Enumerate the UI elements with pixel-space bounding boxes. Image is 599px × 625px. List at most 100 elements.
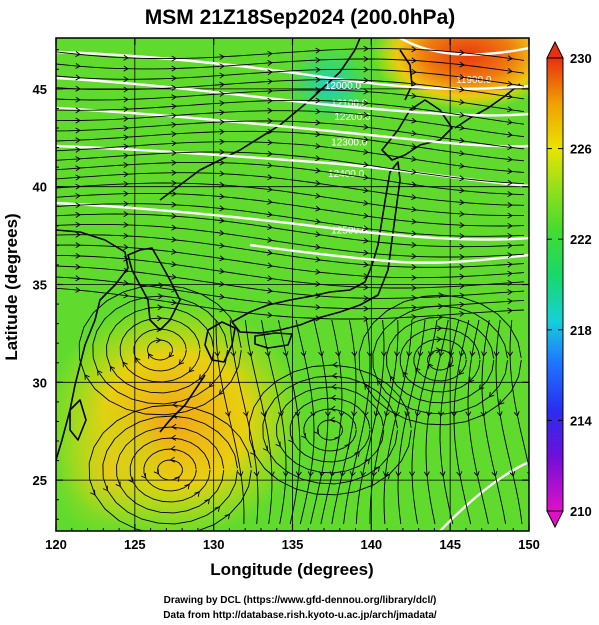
wind-streamline bbox=[56, 161, 525, 196]
wind-streamline-vortex bbox=[147, 339, 173, 361]
wind-arrow-head bbox=[267, 88, 273, 95]
nansei-islands bbox=[159, 374, 206, 433]
wind-arrow-head bbox=[363, 45, 369, 52]
wind-arrow-head bbox=[473, 471, 480, 477]
wind-arrow-head bbox=[363, 237, 369, 244]
wind-arrow-head bbox=[509, 471, 516, 477]
wind-arrow-head bbox=[171, 84, 177, 91]
wind-arrow-head bbox=[411, 284, 417, 291]
x-tick-label: 135 bbox=[282, 537, 304, 552]
wind-arrow-head bbox=[363, 295, 369, 302]
wind-arrow-head bbox=[330, 394, 337, 401]
wind-arrow-head bbox=[75, 211, 81, 218]
wind-streamline bbox=[369, 319, 399, 525]
wind-arrow-head bbox=[171, 273, 177, 280]
x-tick-label: 125 bbox=[124, 537, 146, 552]
wind-arrow-head bbox=[75, 275, 81, 282]
wind-arrow-head bbox=[363, 305, 369, 312]
wind-arrow-head bbox=[363, 261, 369, 268]
wind-streamline-vortex bbox=[88, 404, 252, 531]
wind-streamline bbox=[481, 319, 507, 525]
wind-arrow-head bbox=[313, 428, 319, 435]
wind-arrow-head bbox=[351, 411, 358, 417]
wind-arrow-head bbox=[315, 256, 321, 263]
wind-arrow-head bbox=[219, 159, 225, 166]
wind-arrow-head bbox=[363, 174, 369, 181]
wind-arrow-head bbox=[411, 304, 417, 311]
wind-arrow-head bbox=[417, 351, 424, 357]
wind-arrow-head bbox=[351, 351, 358, 357]
wind-arrow-head bbox=[411, 156, 417, 162]
wind-arrow-head bbox=[267, 249, 273, 256]
wind-arrow-head bbox=[123, 180, 129, 187]
sakhalin-coastline bbox=[399, 49, 413, 101]
wind-arrow-head bbox=[384, 411, 390, 417]
wind-arrow-head bbox=[315, 167, 321, 174]
wind-arrow-head bbox=[363, 212, 369, 219]
wind-arrow-head bbox=[411, 181, 417, 188]
wind-arrow-head bbox=[315, 87, 321, 93]
wind-streamline bbox=[310, 319, 329, 525]
colorbar-max-arrow bbox=[546, 40, 564, 59]
wind-arrow-head bbox=[219, 53, 225, 60]
wind-streamline-vortex bbox=[102, 415, 238, 525]
wind-streamline bbox=[229, 319, 259, 525]
wind-streamline-vortex bbox=[399, 327, 481, 393]
y-tick-label: 25 bbox=[33, 473, 47, 488]
wind-arrow-head bbox=[225, 411, 231, 417]
wind-arrow-head bbox=[480, 411, 487, 417]
wind-streamline-vortex bbox=[92, 295, 228, 405]
wind-streamline-vortex bbox=[289, 397, 371, 463]
wind-arrow-head bbox=[436, 336, 442, 343]
wind-streamline bbox=[56, 254, 525, 289]
wind-arrow-head bbox=[171, 112, 177, 119]
kuril-islands bbox=[454, 83, 521, 129]
wind-arrow-head bbox=[329, 416, 336, 423]
wind-arrow-head bbox=[123, 267, 129, 274]
wind-arrow-head bbox=[315, 143, 321, 149]
wind-arrow-head bbox=[315, 280, 321, 287]
wind-arrow-head bbox=[371, 471, 378, 477]
wind-arrow-head bbox=[102, 485, 109, 492]
wind-arrow-head bbox=[219, 72, 225, 79]
wind-arrow-head bbox=[267, 174, 273, 181]
wind-arrow-head bbox=[459, 263, 465, 270]
wind-arrow-head bbox=[354, 451, 360, 457]
wind-arrow-head bbox=[171, 299, 177, 306]
wind-arrow-head bbox=[155, 337, 162, 344]
colorbar-ticks: 210 214 218 222 226 230 bbox=[547, 51, 592, 519]
wind-arrow-head bbox=[219, 255, 225, 262]
wind-arrow-head bbox=[123, 162, 129, 168]
wind-streamline bbox=[56, 110, 525, 138]
wind-arrow-head bbox=[219, 90, 225, 97]
wind-arrow-head bbox=[307, 471, 314, 477]
china-coastline bbox=[56, 229, 129, 461]
wind-arrow-head bbox=[315, 292, 321, 299]
wind-arrow-head bbox=[208, 381, 215, 388]
x-tick-label: 120 bbox=[45, 537, 67, 552]
wind-arrow-head bbox=[172, 401, 178, 408]
wind-arrow-head bbox=[507, 168, 513, 175]
colorbar-tick-label: 230 bbox=[570, 51, 592, 66]
wind-arrow-head bbox=[411, 130, 417, 137]
wind-arrow-head bbox=[411, 314, 417, 321]
wind-arrow-head bbox=[123, 280, 129, 286]
credit-drawing: Drawing by DCL (https://www.gfd-dennou.o… bbox=[164, 595, 437, 606]
wind-arrow-head bbox=[171, 103, 177, 110]
wind-arrow-head bbox=[451, 411, 458, 417]
chart-title: MSM 21Z18Sep2024 (200.0hPa) bbox=[145, 6, 456, 29]
wind-streamline-vortex bbox=[262, 375, 398, 485]
wind-arrow-head bbox=[411, 274, 417, 281]
wind-arrow-head bbox=[411, 168, 417, 175]
wind-streamline bbox=[411, 319, 438, 525]
wind-arrow-head bbox=[224, 513, 231, 520]
wind-arrow-head bbox=[260, 411, 267, 417]
wind-streamline bbox=[495, 319, 523, 525]
wind-arrow-head bbox=[315, 315, 321, 322]
wind-arrow-head bbox=[363, 284, 369, 291]
wind-arrow-head bbox=[219, 81, 225, 88]
wind-arrow-head bbox=[436, 325, 443, 332]
wind-arrow-head bbox=[437, 303, 444, 310]
wind-arrow-head bbox=[459, 233, 465, 240]
